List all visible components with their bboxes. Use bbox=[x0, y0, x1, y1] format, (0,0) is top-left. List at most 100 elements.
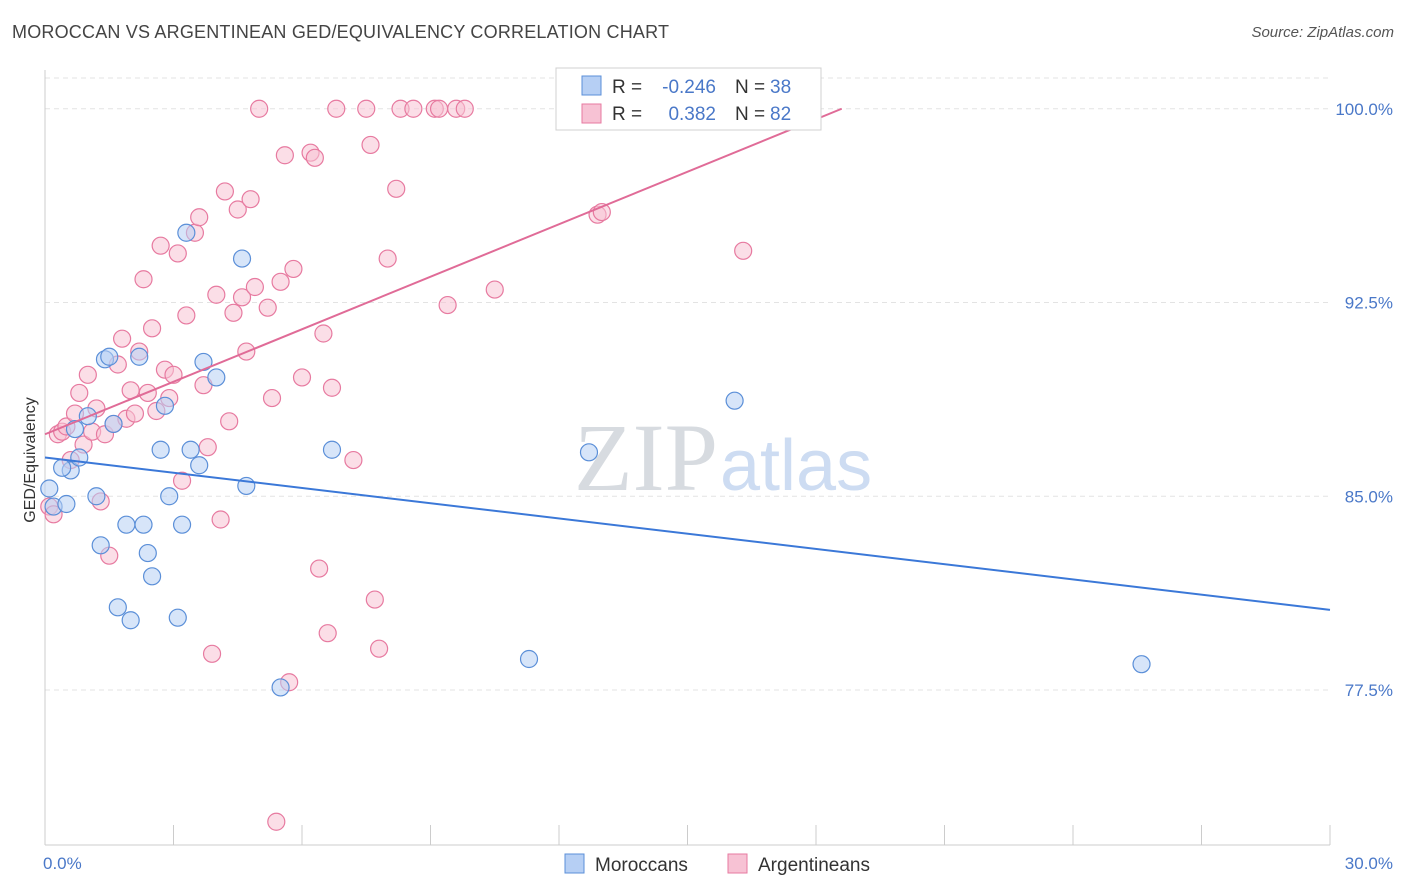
moroccan-point bbox=[207, 368, 226, 387]
argentinean-point bbox=[245, 277, 264, 297]
legend-swatch-moroccans bbox=[581, 75, 602, 96]
moroccan-point bbox=[134, 515, 153, 534]
argentinean-point bbox=[370, 639, 389, 658]
moroccan-point bbox=[519, 649, 539, 669]
series-legend-swatch-argentineans bbox=[727, 853, 748, 874]
y-tick-label: 77.5% bbox=[1345, 681, 1393, 700]
argentinean-point bbox=[357, 99, 376, 118]
argentinean-point bbox=[224, 303, 243, 322]
moroccan-point bbox=[65, 419, 85, 439]
moroccan-point bbox=[53, 458, 72, 477]
moroccan-point bbox=[232, 249, 252, 268]
series-legend-swatch-moroccans bbox=[564, 853, 585, 874]
argentinean-point bbox=[267, 812, 286, 831]
argentinean-point bbox=[284, 259, 303, 279]
moroccan-point bbox=[100, 347, 119, 366]
argentinean-point bbox=[262, 388, 282, 408]
argentinean-point bbox=[361, 135, 380, 155]
moroccan-point bbox=[322, 440, 342, 459]
argentinean-point bbox=[142, 319, 162, 338]
gridlines bbox=[45, 77, 1330, 691]
moroccan-point bbox=[121, 611, 140, 630]
moroccan-point bbox=[104, 414, 123, 434]
moroccan-point bbox=[91, 536, 110, 555]
moroccan-point bbox=[177, 223, 196, 242]
legend-r-value-1: -0.246 bbox=[662, 77, 716, 98]
moroccan-point bbox=[1132, 655, 1151, 674]
argentinean-point bbox=[485, 280, 504, 299]
legend-r-value-2: 0.382 bbox=[668, 104, 716, 125]
argentinean-point bbox=[211, 510, 230, 529]
moroccan-point bbox=[108, 598, 127, 617]
moroccan-point bbox=[151, 440, 170, 459]
moroccan-point bbox=[138, 543, 157, 563]
argentinean-point bbox=[250, 99, 269, 118]
argentinean-point bbox=[215, 182, 234, 201]
argentinean-point bbox=[112, 329, 132, 348]
argentinean-point bbox=[734, 241, 753, 260]
argentinean-point bbox=[378, 249, 397, 268]
argentinean-point bbox=[344, 450, 363, 470]
watermark-zip: ZIP bbox=[574, 404, 718, 511]
legend-r-label-1: R = bbox=[612, 77, 642, 98]
y-axis-label: GED/Equivalency bbox=[22, 397, 39, 522]
legend-n-value-1: 38 bbox=[770, 77, 791, 98]
argentineans-trend-line bbox=[44, 107, 843, 436]
moroccan-point bbox=[271, 678, 290, 697]
argentinean-point bbox=[314, 324, 333, 343]
argentinean-point bbox=[438, 295, 457, 315]
argentinean-point bbox=[404, 99, 423, 118]
argentinean-point bbox=[365, 590, 384, 609]
chart-title: MOROCCAN VS ARGENTINEAN GED/EQUIVALENCY … bbox=[12, 22, 670, 42]
argentinean-point bbox=[177, 306, 196, 325]
y-tick-label: 100.0% bbox=[1335, 100, 1393, 119]
argentinean-point bbox=[78, 365, 97, 384]
moroccan-point bbox=[172, 515, 192, 534]
argentinean-point bbox=[241, 190, 260, 209]
y-tick-label: 85.0% bbox=[1345, 487, 1393, 506]
argentinean-point bbox=[70, 383, 89, 403]
moroccan-point bbox=[57, 494, 76, 514]
moroccan-point bbox=[130, 347, 149, 366]
legend-n-value-2: 82 bbox=[770, 104, 791, 125]
argentinean-point bbox=[455, 99, 474, 118]
chart-source: Source: ZipAtlas.com bbox=[1251, 24, 1394, 41]
y-tick-label: 92.5% bbox=[1345, 294, 1393, 313]
argentinean-point bbox=[220, 412, 239, 431]
moroccan-point bbox=[190, 456, 209, 475]
legend-r-label-2: R = bbox=[612, 104, 642, 125]
moroccan-point bbox=[725, 391, 744, 410]
argentinean-point bbox=[190, 208, 209, 227]
argentinean-point bbox=[271, 272, 290, 291]
argentinean-point bbox=[198, 438, 217, 457]
argentinean-point bbox=[202, 644, 222, 663]
series-legend-moroccans: Moroccans bbox=[595, 855, 688, 876]
argentinean-point bbox=[172, 471, 192, 490]
argentinean-point bbox=[327, 99, 346, 118]
series-legend: Moroccans Argentineans bbox=[564, 853, 870, 876]
argentinean-point bbox=[275, 146, 294, 165]
stats-legend: R = -0.246 N = 38 R = 0.382 N = 82 bbox=[555, 67, 822, 131]
argentinean-point bbox=[322, 378, 342, 397]
moroccan-point bbox=[117, 515, 136, 534]
argentinean-point bbox=[228, 200, 247, 219]
argentinean-point bbox=[125, 404, 145, 423]
trend-lines bbox=[44, 107, 1331, 611]
argentinean-point bbox=[318, 624, 337, 643]
x-tick-label-min: 0.0% bbox=[43, 854, 82, 873]
argentinean-point bbox=[232, 288, 252, 307]
moroccan-point bbox=[40, 479, 59, 498]
moroccan-point bbox=[70, 448, 89, 467]
moroccan-point bbox=[160, 487, 179, 506]
moroccans-points bbox=[40, 223, 1151, 697]
y-tick-labels: 77.5% 85.0% 92.5% 100.0% bbox=[1335, 100, 1393, 700]
x-tick-label-max: 30.0% bbox=[1345, 854, 1393, 873]
x-tick-labels: 0.0% 30.0% bbox=[43, 854, 1393, 873]
moroccans-trend-line bbox=[44, 456, 1331, 611]
argentinean-point bbox=[292, 368, 312, 387]
legend-n-label-2: N = bbox=[735, 104, 765, 125]
moroccan-point bbox=[142, 567, 162, 586]
moroccan-point bbox=[155, 396, 175, 415]
argentinean-point bbox=[387, 179, 406, 198]
